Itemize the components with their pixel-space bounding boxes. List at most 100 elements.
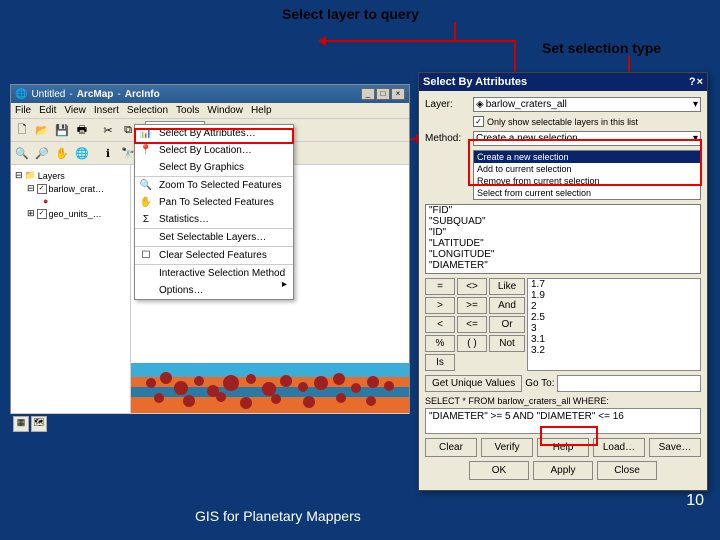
zoom-in-icon[interactable]: 🔍 [13, 144, 31, 162]
op-gte[interactable]: >= [457, 297, 487, 314]
val-0[interactable]: 1.7 [528, 279, 700, 290]
method-remove[interactable]: Remove from current selection [474, 175, 700, 187]
val-3[interactable]: 2.5 [528, 312, 700, 323]
val-6[interactable]: 3.2 [528, 345, 700, 356]
value-list[interactable]: 1.7 1.9 2 2.5 3 3.1 3.2 [527, 278, 701, 371]
field-fid[interactable]: "FID" [426, 205, 700, 216]
page-number: 10 [686, 492, 704, 510]
toc-layer-1-symbol: ● [15, 195, 126, 207]
menu-select-by-graphics[interactable]: Select By Graphics [135, 159, 293, 176]
menu-statistics[interactable]: Σ Statistics… [135, 211, 293, 228]
op-lte[interactable]: <= [457, 316, 487, 333]
load-button[interactable]: Load… [593, 438, 645, 457]
verify-button[interactable]: Verify [481, 438, 533, 457]
only-selectable-checkbox[interactable]: ✓ [473, 116, 484, 127]
arrow-stem-1b [322, 40, 456, 42]
zoom-out-icon[interactable]: 🔎 [33, 144, 51, 162]
menu-view[interactable]: View [64, 105, 86, 116]
field-subquad[interactable]: "SUBQUAD" [426, 216, 700, 227]
menu-help[interactable]: Help [251, 105, 272, 116]
dialog-close-button[interactable]: × [697, 76, 703, 88]
menu-clear-selected[interactable]: ☐ Clear Selected Features [135, 246, 293, 264]
op-like[interactable]: Like [489, 278, 525, 295]
full-extent-icon[interactable]: 🌐 [73, 144, 91, 162]
menu-select-by-attributes[interactable]: 📊 Select By Attributes… [135, 125, 293, 142]
val-5[interactable]: 3.1 [528, 334, 700, 345]
map-content-icon [131, 333, 409, 413]
arcmap-title-app: ArcMap [77, 89, 114, 100]
menu-pan-selected[interactable]: ✋ Pan To Selected Features [135, 194, 293, 211]
dialog-help-button[interactable]: ? [689, 76, 696, 88]
arcmap-titlebar: 🌐 Untitled - ArcMap - ArcInfo _ □ × [11, 85, 409, 103]
ok-button[interactable]: OK [469, 461, 529, 480]
sql-expression-input[interactable]: "DIAMETER" >= 5 AND "DIAMETER" <= 16 [425, 408, 701, 434]
arcmap-close-button[interactable]: × [391, 88, 405, 100]
arrow-head-1 [318, 36, 326, 46]
op-pct[interactable]: % [425, 335, 455, 352]
toc-layer-2[interactable]: ⊞✓geo_units_… [15, 207, 126, 220]
goto-input[interactable] [557, 375, 701, 392]
field-id[interactable]: "ID" [426, 227, 700, 238]
arcmap-max-button[interactable]: □ [376, 88, 390, 100]
layer-icon: ◈ [476, 99, 484, 110]
open-icon[interactable]: 📂 [33, 121, 51, 139]
field-latitude[interactable]: "LATITUDE" [426, 238, 700, 249]
sql-icon: 📊 [139, 128, 153, 142]
data-view-icon[interactable]: 🗺 [31, 416, 47, 432]
op-neq[interactable]: <> [457, 278, 487, 295]
pan-sel-icon: ✋ [139, 197, 153, 211]
val-1[interactable]: 1.9 [528, 290, 700, 301]
field-list[interactable]: "FID" "SUBQUAD" "ID" "LATITUDE" "LONGITU… [425, 204, 701, 274]
menu-zoom-selected[interactable]: 🔍 Zoom To Selected Features [135, 176, 293, 194]
method-list[interactable]: Create a new selection Add to current se… [473, 150, 701, 200]
menu-select-by-location[interactable]: 📍 Select By Location… [135, 142, 293, 159]
print-icon[interactable]: 🖶 [73, 121, 91, 139]
op-not[interactable]: Not [489, 335, 525, 352]
annotation-layer-query: Select layer to query [282, 6, 419, 22]
menu-window[interactable]: Window [207, 105, 243, 116]
save-button[interactable]: Save… [649, 438, 701, 457]
layout-view-icon[interactable]: ▦ [13, 416, 29, 432]
menu-selection[interactable]: Selection [127, 105, 168, 116]
method-select-from[interactable]: Select from current selection [474, 187, 700, 199]
apply-button[interactable]: Apply [533, 461, 593, 480]
menu-edit[interactable]: Edit [39, 105, 56, 116]
field-longitude[interactable]: "LONGITUDE" [426, 249, 700, 260]
toc-layer-1[interactable]: ⊟✓barlow_crat… [15, 182, 126, 195]
pan-icon[interactable]: ✋ [53, 144, 71, 162]
menu-insert[interactable]: Insert [94, 105, 119, 116]
arcmap-min-button[interactable]: _ [361, 88, 375, 100]
identify-icon[interactable]: ℹ [99, 144, 117, 162]
toc-root[interactable]: ⊟📁Layers [15, 169, 126, 182]
new-doc-icon[interactable]: 🗋 [13, 121, 31, 139]
menu-file[interactable]: File [15, 105, 31, 116]
arrow-stem-1a [454, 22, 456, 40]
op-eq[interactable]: = [425, 278, 455, 295]
help-button[interactable]: Help [537, 438, 589, 457]
menu-options[interactable]: Options… [135, 282, 293, 299]
get-unique-button[interactable]: Get Unique Values [425, 375, 522, 392]
footer-text: GIS for Planetary Mappers [195, 508, 361, 524]
op-gt[interactable]: > [425, 297, 455, 314]
arrow-stem-1c [454, 40, 514, 42]
clear-button[interactable]: Clear [425, 438, 477, 457]
op-is[interactable]: Is [425, 354, 455, 371]
menu-interactive-method[interactable]: Interactive Selection Method▸ [135, 264, 293, 282]
cut-icon[interactable]: ✂ [99, 121, 117, 139]
method-create-new[interactable]: Create a new selection [474, 151, 700, 163]
field-diameter[interactable]: "DIAMETER" [426, 260, 700, 271]
operator-grid: = <> Like 1.7 1.9 2 2.5 3 3.1 3.2 > >= A… [425, 278, 701, 371]
op-and[interactable]: And [489, 297, 525, 314]
menu-tools[interactable]: Tools [176, 105, 199, 116]
close-button[interactable]: Close [597, 461, 657, 480]
op-lt[interactable]: < [425, 316, 455, 333]
save-icon[interactable]: 💾 [53, 121, 71, 139]
menu-set-selectable[interactable]: Set Selectable Layers… [135, 228, 293, 246]
op-or[interactable]: Or [489, 316, 525, 333]
method-dropdown[interactable]: Create a new selection ▾ [473, 131, 701, 146]
method-add[interactable]: Add to current selection [474, 163, 700, 175]
val-2[interactable]: 2 [528, 301, 700, 312]
layer-dropdown[interactable]: ◈ barlow_craters_all ▾ [473, 97, 701, 112]
val-4[interactable]: 3 [528, 323, 700, 334]
op-paren[interactable]: ( ) [457, 335, 487, 352]
